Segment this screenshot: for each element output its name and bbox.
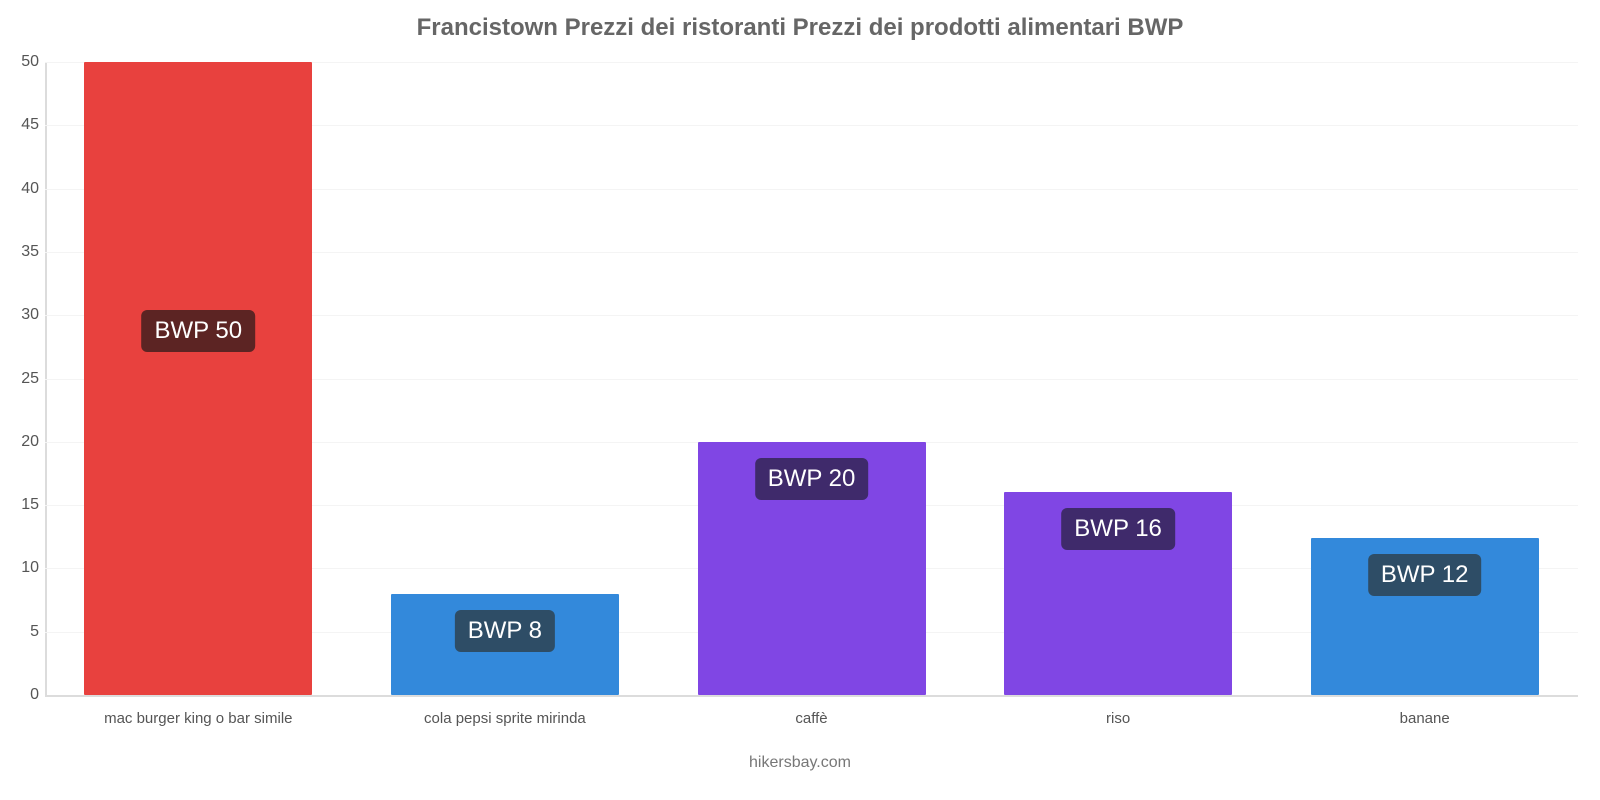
y-axis-tick-label: 15 xyxy=(21,496,39,514)
y-axis-tick-label: 45 xyxy=(21,116,39,134)
x-axis-line xyxy=(45,695,1578,697)
y-axis-line xyxy=(45,62,47,697)
bar-value-label: BWP 12 xyxy=(1367,554,1482,597)
x-axis-tick-label: caffè xyxy=(795,710,828,727)
x-axis-tick-label: mac burger king o bar simile xyxy=(104,710,293,727)
chart-title: Francistown Prezzi dei ristoranti Prezzi… xyxy=(416,14,1184,41)
gridline xyxy=(45,62,1578,63)
bar-value-label: BWP 20 xyxy=(754,457,869,500)
y-axis-tick-label: 20 xyxy=(21,432,39,450)
bar-value-label: BWP 50 xyxy=(141,310,256,353)
x-axis-tick-label: cola pepsi sprite mirinda xyxy=(424,710,586,727)
gridline xyxy=(45,315,1578,317)
gridline xyxy=(45,125,1578,127)
y-axis-tick-label: 25 xyxy=(21,369,39,387)
y-axis-ticks: 0 5 10 15 20 25 30 35 40 45 50 xyxy=(0,53,1600,703)
y-axis-tick-label: 5 xyxy=(30,622,39,640)
y-axis-tick-label: 30 xyxy=(21,306,39,324)
gridline xyxy=(45,251,1578,253)
y-axis-tick-label: 10 xyxy=(21,559,39,577)
x-axis-tick-label: banane xyxy=(1399,710,1450,727)
gridline xyxy=(45,378,1578,380)
plot-area: BWP 50 BWP 8 BWP 20 BWP 16 BWP 12 xyxy=(45,62,1578,697)
bar-value-label: BWP 8 xyxy=(454,609,556,652)
bar-value-label: BWP 16 xyxy=(1061,508,1175,551)
y-axis-tick-label: 50 xyxy=(21,53,39,70)
gridline xyxy=(45,188,1578,190)
y-axis-tick-label: 40 xyxy=(21,179,39,197)
x-axis-tick-label: riso xyxy=(1106,710,1131,727)
y-axis-tick-label: 0 xyxy=(30,686,39,703)
watermark: hikersbay.com xyxy=(749,754,851,771)
y-axis-tick-label: 35 xyxy=(21,242,39,260)
bar[interactable] xyxy=(84,62,313,695)
